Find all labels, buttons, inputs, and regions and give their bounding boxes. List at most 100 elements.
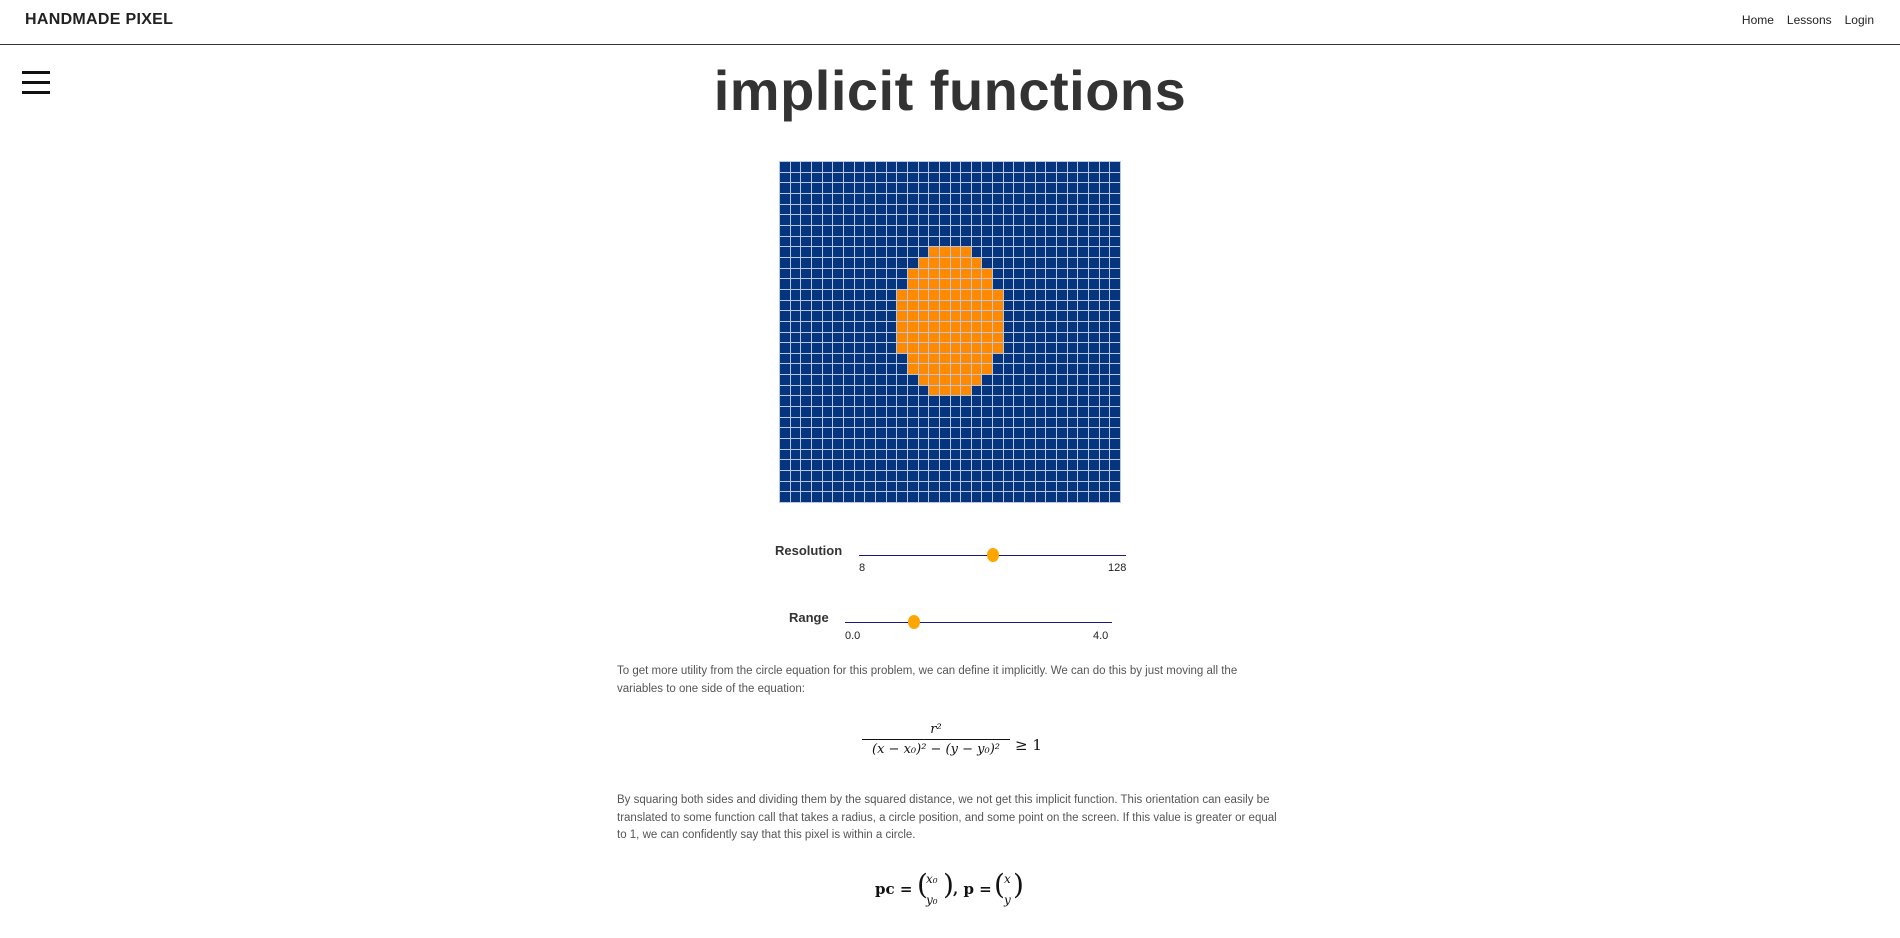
- grid-pixel: [822, 460, 833, 471]
- grid-pixel: [1046, 321, 1057, 332]
- grid-pixel: [982, 364, 993, 375]
- grid-pixel: [833, 247, 843, 257]
- grid-pixel: [971, 471, 982, 481]
- grid-pixel: [780, 449, 790, 460]
- grid-pixel: [1035, 311, 1046, 321]
- nav-home-link[interactable]: Home: [1741, 13, 1774, 27]
- grid-pixel: [1067, 268, 1078, 279]
- grid-pixel: [822, 353, 833, 364]
- grid-pixel: [918, 193, 929, 204]
- grid-pixel: [780, 396, 790, 407]
- grid-pixel: [854, 417, 865, 428]
- grid-pixel: [961, 300, 971, 311]
- grid-pixel: [961, 183, 971, 193]
- grid-pixel: [1003, 172, 1014, 183]
- page-title: implicit functions: [713, 59, 1187, 122]
- grid-pixel: [897, 257, 907, 268]
- grid-pixel: [1099, 172, 1110, 183]
- grid-pixel: [1057, 364, 1067, 375]
- grid-pixel: [854, 449, 865, 460]
- grid-pixel: [1089, 172, 1099, 183]
- grid-pixel: [961, 364, 971, 375]
- grid-pixel: [822, 204, 833, 215]
- grid-pixel: [897, 279, 907, 289]
- grid-pixel: [939, 353, 950, 364]
- grid-pixel: [1099, 236, 1110, 247]
- grid-pixel: [1035, 279, 1046, 289]
- grid-pixel: [886, 460, 897, 471]
- resolution-slider-thumb[interactable]: [986, 548, 999, 562]
- grid-pixel: [982, 407, 993, 417]
- grid-pixel: [822, 375, 833, 385]
- grid-pixel: [993, 396, 1003, 407]
- grid-pixel: [854, 215, 865, 225]
- grid-pixel: [982, 321, 993, 332]
- grid-pixel: [918, 289, 929, 300]
- grid-pixel: [843, 247, 854, 257]
- paragraph-implicit-explanation: By squaring both sides and dividing them…: [617, 794, 1277, 841]
- grid-pixel: [897, 471, 907, 481]
- grid-pixel: [1003, 449, 1014, 460]
- grid-pixel: [929, 471, 939, 481]
- grid-pixel: [1046, 183, 1057, 193]
- grid-pixel: [833, 481, 843, 492]
- grid-pixel: [907, 449, 918, 460]
- grid-pixel: [1099, 492, 1110, 502]
- grid-pixel: [1046, 247, 1057, 257]
- grid-pixel: [907, 321, 918, 332]
- grid-pixel: [971, 215, 982, 225]
- grid-pixel: [929, 385, 939, 396]
- grid-pixel: [875, 375, 886, 385]
- grid-pixel: [833, 204, 843, 215]
- grid-pixel: [811, 343, 822, 353]
- grid-pixel: [1025, 247, 1035, 257]
- grid-pixel: [780, 343, 790, 353]
- grid-pixel: [950, 236, 961, 247]
- grid-pixel: [1110, 183, 1120, 193]
- grid-pixel: [950, 396, 961, 407]
- grid-pixel: [780, 215, 790, 225]
- grid-pixel: [950, 247, 961, 257]
- grid-pixel: [1046, 417, 1057, 428]
- nav-lessons-link[interactable]: Lessons: [1786, 13, 1832, 27]
- grid-pixel: [950, 375, 961, 385]
- grid-pixel: [854, 343, 865, 353]
- grid-pixel: [961, 247, 971, 257]
- grid-pixel: [865, 439, 875, 449]
- grid-pixel: [875, 236, 886, 247]
- equation-relation: ≥ 1: [1015, 736, 1042, 754]
- nav-login-link[interactable]: Login: [1844, 13, 1874, 27]
- grid-pixel: [897, 375, 907, 385]
- hamburger-menu-icon[interactable]: [22, 71, 50, 95]
- grid-pixel: [982, 279, 993, 289]
- brand-logo[interactable]: HANDMADE PIXEL: [25, 11, 174, 28]
- grid-pixel: [1089, 257, 1099, 268]
- grid-pixel: [811, 364, 822, 375]
- grid-pixel: [811, 439, 822, 449]
- range-slider-track[interactable]: [845, 622, 1112, 623]
- grid-pixel: [907, 375, 918, 385]
- grid-pixel: [1099, 193, 1110, 204]
- grid-pixel: [780, 162, 790, 172]
- grid-pixel: [843, 439, 854, 449]
- grid-pixel: [1003, 428, 1014, 439]
- grid-pixel: [843, 364, 854, 375]
- grid-pixel: [1025, 193, 1035, 204]
- grid-pixel: [918, 183, 929, 193]
- grid-pixel: [939, 492, 950, 502]
- grid-pixel: [854, 204, 865, 215]
- grid-pixel: [1067, 279, 1078, 289]
- grid-pixel: [918, 364, 929, 375]
- grid-pixel: [801, 492, 811, 502]
- range-slider-thumb[interactable]: [907, 615, 920, 629]
- grid-pixel: [801, 300, 811, 311]
- grid-pixel: [929, 279, 939, 289]
- grid-pixel: [1089, 204, 1099, 215]
- grid-pixel: [971, 375, 982, 385]
- grid-pixel: [833, 172, 843, 183]
- grid-pixel: [1110, 460, 1120, 471]
- grid-pixel: [1035, 449, 1046, 460]
- grid-pixel: [865, 204, 875, 215]
- grid-pixel: [1078, 449, 1089, 460]
- grid-pixel: [1067, 300, 1078, 311]
